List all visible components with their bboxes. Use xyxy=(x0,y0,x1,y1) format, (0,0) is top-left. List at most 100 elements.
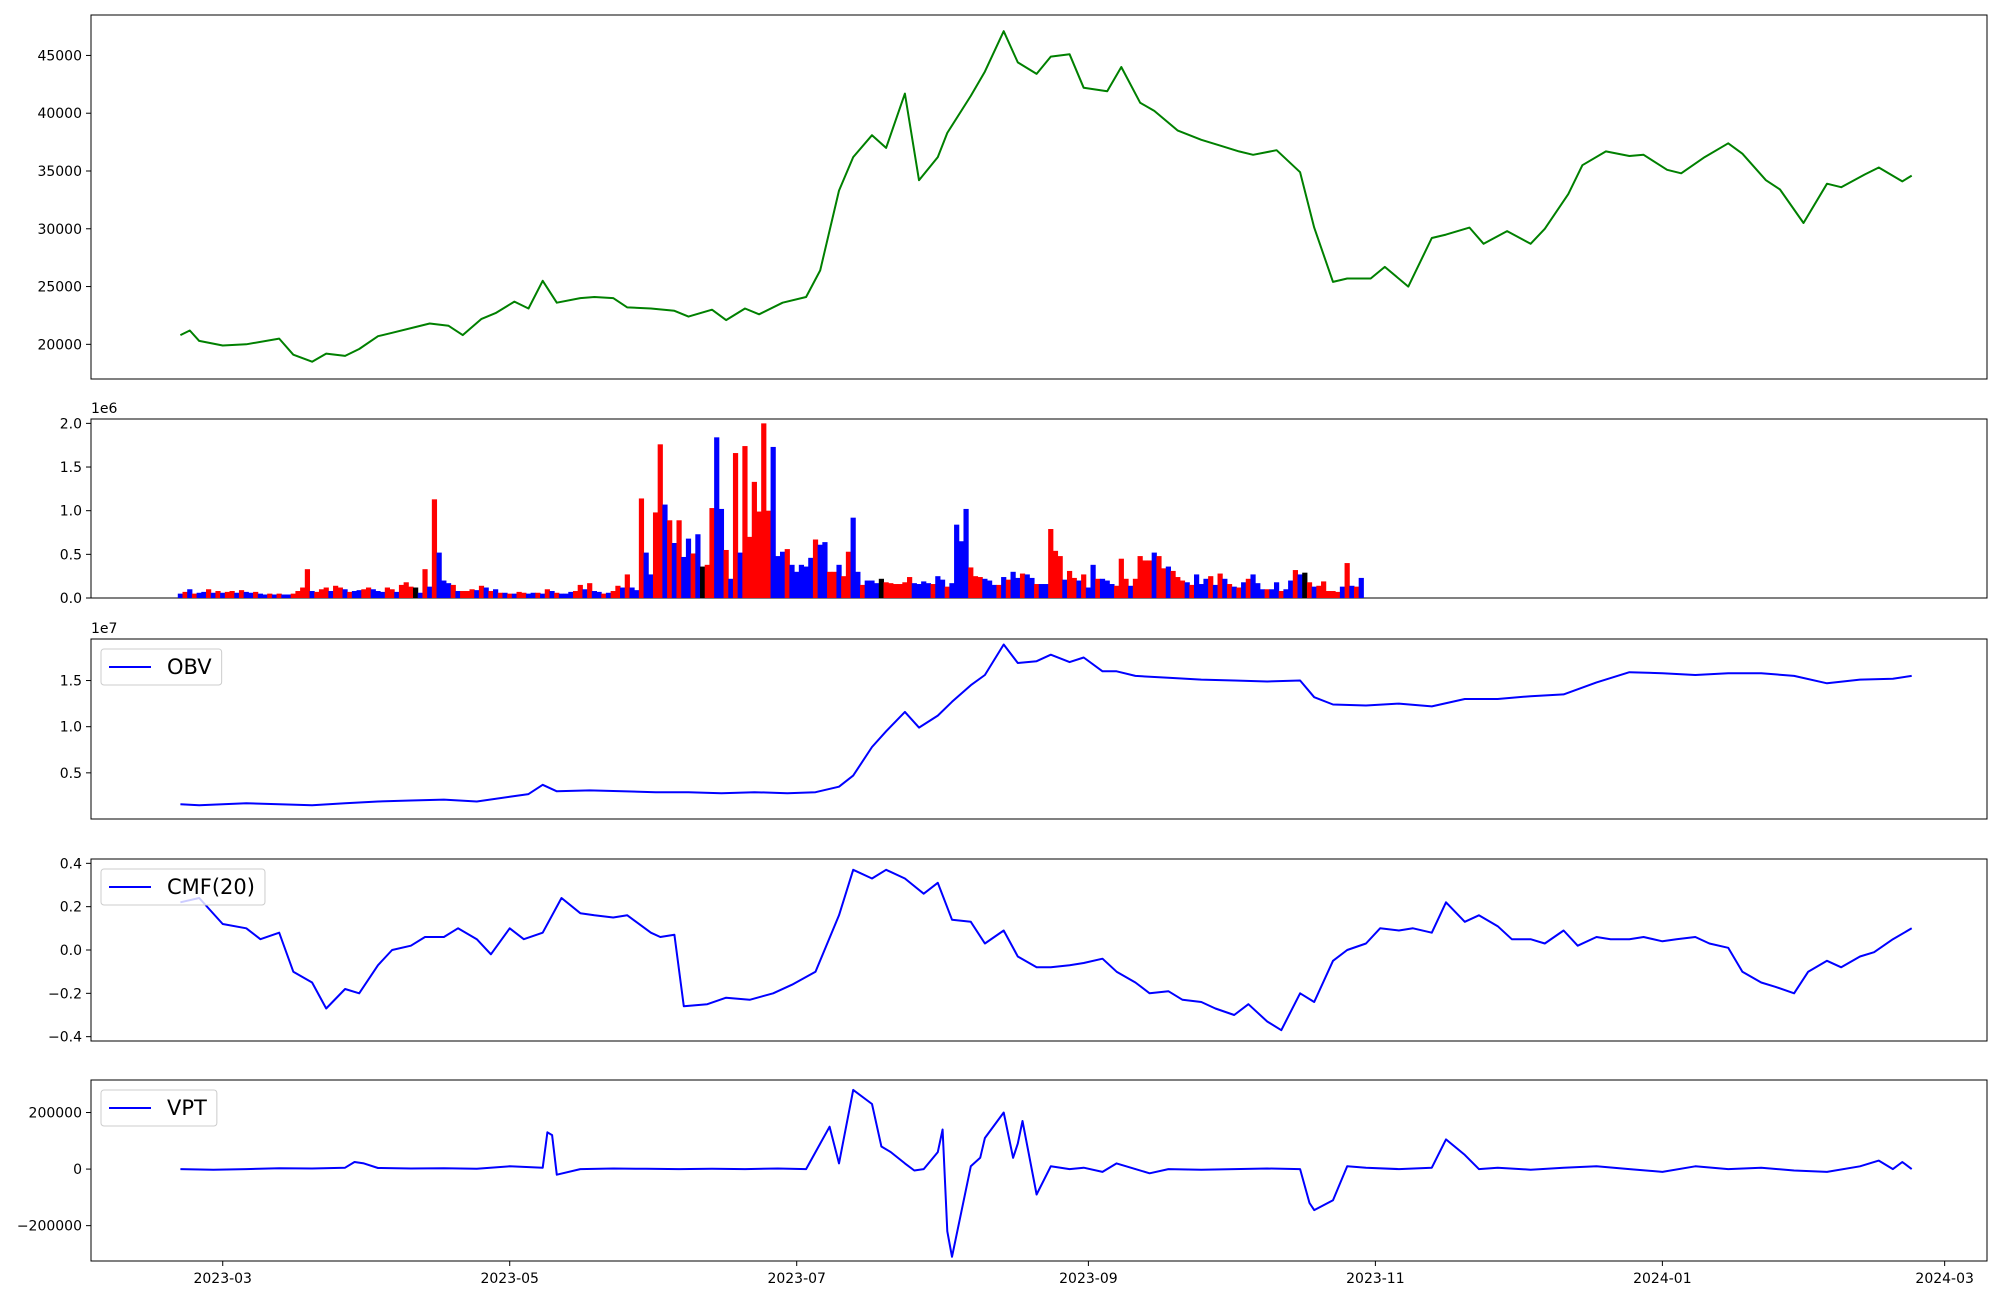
volume-bar xyxy=(1151,552,1157,598)
volume-bar xyxy=(1269,589,1275,598)
volume-bar xyxy=(991,584,997,598)
volume-bar xyxy=(954,524,960,598)
volume-bar xyxy=(949,583,955,598)
volume-bar xyxy=(314,591,320,598)
volume-bar xyxy=(558,593,565,598)
volume-bar xyxy=(732,453,739,598)
volume-bar xyxy=(700,566,706,598)
volume-bar xyxy=(1264,589,1270,598)
volume-bar xyxy=(516,591,522,598)
volume-bar xyxy=(855,571,861,598)
vpt-y-axis: −200000 0 200000 xyxy=(17,1106,91,1235)
volume-bar xyxy=(850,517,856,598)
volume-bar xyxy=(892,584,899,598)
x-tick-label: 2023-05 xyxy=(480,1271,539,1287)
volume-bar xyxy=(1321,581,1327,598)
volume-bar xyxy=(601,593,607,598)
volume-bar xyxy=(1034,584,1040,598)
price-panel: 20000 25000 30000 35000 40000 45000 xyxy=(37,14,1988,380)
volume-bar xyxy=(582,589,588,598)
volume-bar xyxy=(281,594,287,598)
volume-bar xyxy=(206,589,212,598)
y-tick-label: 0.0 xyxy=(60,591,82,607)
volume-bar xyxy=(728,578,734,598)
volume-bar xyxy=(605,592,612,598)
volume-bar xyxy=(403,582,409,598)
series-line xyxy=(180,643,1912,807)
volume-bar xyxy=(544,589,550,598)
volume-bar xyxy=(365,587,372,598)
volume-bar xyxy=(987,580,993,598)
obv-panel-frame xyxy=(90,638,1988,820)
volume-bar xyxy=(770,446,776,598)
volume-bar xyxy=(1118,558,1124,598)
price-y-axis: 20000 25000 30000 35000 40000 45000 xyxy=(37,48,91,353)
volume-bar xyxy=(469,589,475,598)
volume-bar xyxy=(1311,586,1317,598)
volume-bar xyxy=(1231,586,1237,598)
volume-bar xyxy=(681,556,687,598)
volume-bar xyxy=(779,551,786,598)
volume-bar xyxy=(563,593,569,598)
volume-bar xyxy=(1203,578,1209,598)
volume-bar xyxy=(497,592,503,598)
volume-bar xyxy=(342,589,348,598)
volume-bar xyxy=(262,594,268,598)
volume-bar xyxy=(1175,577,1181,598)
volume-bar xyxy=(883,582,889,598)
volume-bar xyxy=(775,556,781,598)
volume-bar xyxy=(836,564,842,598)
vpt-legend: VPT xyxy=(100,1089,218,1127)
volume-bar xyxy=(902,582,908,598)
volume-bar xyxy=(572,591,579,598)
volume-bar xyxy=(869,580,875,598)
y-tick-label: 0.5 xyxy=(60,547,82,563)
volume-bar xyxy=(794,571,800,598)
price-panel-frame xyxy=(90,14,1988,380)
volume-bar xyxy=(276,593,282,598)
volume-bar xyxy=(615,585,621,598)
cmf-panel: −0.4 −0.2 0.0 0.2 0.4 CMF(20) xyxy=(48,856,1988,1046)
cmf-line-area xyxy=(180,868,1913,1032)
volume-bar xyxy=(1090,564,1096,598)
y-tick-label: 20000 xyxy=(37,337,82,353)
volume-bar xyxy=(930,584,936,598)
volume-bar xyxy=(535,592,541,598)
volume-bar xyxy=(1325,591,1331,598)
volume-bar xyxy=(874,583,880,598)
volume-bar xyxy=(864,580,870,598)
volume-bar xyxy=(596,591,602,598)
volume-bar xyxy=(1128,585,1134,598)
volume-scale-label: 1e6 xyxy=(91,401,118,417)
volume-bar xyxy=(1283,589,1289,598)
cmf-legend-label: CMF(20) xyxy=(167,875,255,899)
volume-bar xyxy=(1194,574,1200,598)
volume-bar xyxy=(1057,556,1063,598)
volume-bar xyxy=(1038,584,1044,598)
volume-bar xyxy=(1208,576,1214,598)
volume-bar xyxy=(1165,566,1171,598)
obv-line-area xyxy=(180,643,1912,807)
volume-bar xyxy=(408,586,414,598)
volume-bar xyxy=(441,580,447,598)
volume-bar xyxy=(337,587,343,598)
obv-legend: OBV xyxy=(100,648,223,686)
volume-bar xyxy=(361,589,367,598)
volume-bar xyxy=(413,587,419,598)
volume-bar xyxy=(375,591,381,598)
volume-bar xyxy=(540,593,546,598)
volume-bar xyxy=(229,591,235,598)
volume-bar xyxy=(803,566,809,598)
volume-bar xyxy=(1184,582,1190,598)
volume-bar xyxy=(521,592,527,598)
volume-bar xyxy=(417,592,423,598)
obv-scale-label: 1e7 xyxy=(91,621,117,637)
vpt-line-area xyxy=(180,1088,1913,1258)
volume-bar xyxy=(234,592,240,598)
volume-bar xyxy=(831,571,837,598)
volume-bar xyxy=(648,574,654,598)
series-line xyxy=(180,1088,1913,1258)
volume-bar xyxy=(1132,578,1139,598)
volume-bar xyxy=(1179,580,1186,598)
volume-bar xyxy=(996,584,1002,598)
